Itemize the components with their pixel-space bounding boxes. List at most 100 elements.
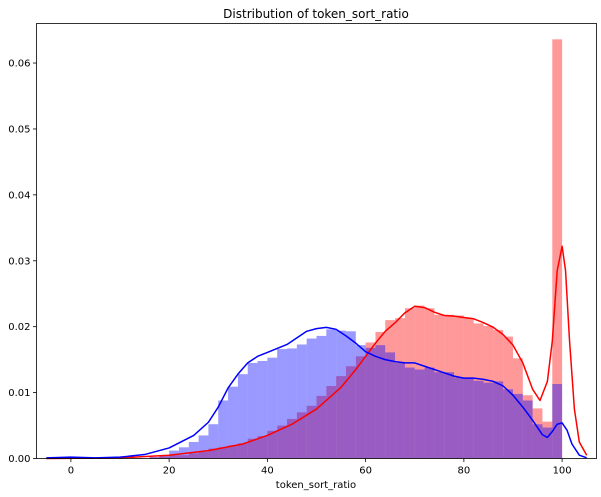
x-tick-label: 0 [68,466,74,477]
histogram-bar-1-22 [287,348,297,459]
histogram-bar-1-47 [532,424,543,459]
histogram-bar-1-27 [336,330,346,459]
histogram-bar-0-13 [198,451,209,459]
histogram-bar-1-28 [345,331,356,459]
histogram-bar-0-31 [375,331,386,459]
histogram-bar-0-15 [218,447,229,459]
x-tick-label: 60 [359,466,372,477]
histogram-bar-1-36 [424,367,435,459]
x-tick-label: 20 [163,466,176,477]
x-tick-label: 100 [553,466,572,477]
histogram-bar-1-9 [159,455,170,459]
kde-line-0 [46,245,588,460]
histogram-bar-0-37 [434,314,445,459]
histogram-bar-0-19 [257,436,268,459]
histogram-bar-0-46 [522,395,533,459]
histogram-bar-1-16 [228,386,238,459]
histogram-bar-0-35 [414,305,425,459]
histogram-bar-0-9 [159,456,170,459]
histogram-bar-0-17 [237,443,248,459]
histogram-bar-1-33 [395,362,405,459]
x-axis-label: token_sort_ratio [276,480,356,491]
histogram-bar-0-14 [208,448,219,459]
histogram-bar-1-17 [237,374,248,459]
histogram-bar-1-14 [208,424,219,459]
histogram-bar-1-15 [218,400,229,459]
y-tick-label: 0.06 [8,59,30,70]
histogram-bar-1-12 [188,442,199,459]
histogram-bar-1-35 [414,369,425,459]
histogram-bar-0-26 [326,386,337,459]
histogram-bar-0-32 [385,320,396,459]
histogram-bar-1-41 [473,380,484,459]
x-axis: 0 20 40 60 80 100 [68,458,572,477]
histogram-bar-0-23 [296,412,307,459]
histogram-bar-1-13 [198,435,209,459]
histogram-bar-0-34 [404,308,415,459]
histogram-bar-0-30 [365,342,376,459]
histogram-bar-1-49 [552,384,563,459]
histogram-bar-1-18 [247,362,258,459]
histogram-bar-0-45 [512,358,523,459]
histogram-bar-0-25 [316,395,327,459]
histogram-bar-0-44 [503,336,513,459]
histogram-bar-0-12 [188,453,199,459]
histogram-bar-0-24 [306,405,317,459]
x-tick-label: 40 [261,466,274,477]
histogram-bar-1-43 [493,381,504,459]
kde-line-1 [46,326,587,459]
histogram-bar-1-8 [149,457,160,459]
histogram-bar-1-24 [306,338,317,459]
y-tick-label: 0.01 [8,388,30,399]
y-tick-label: 0.02 [8,322,30,333]
histogram-bars [149,39,563,459]
y-tick-label: 0.00 [8,454,30,465]
y-tick-label: 0.05 [8,124,30,135]
histogram-bar-1-30 [365,347,376,459]
x-tick-label: 80 [458,466,471,477]
y-axis: 0.00 0.01 0.02 0.03 0.04 0.05 0.06 [8,59,37,465]
histogram-bar-0-20 [267,430,278,459]
histogram-bar-1-46 [522,400,533,459]
histogram-bar-0-10 [169,455,179,459]
histogram-bar-1-26 [326,329,337,459]
histogram-bar-0-27 [336,376,346,459]
histogram-bar-0-39 [454,315,464,459]
histogram-bar-0-29 [355,356,366,459]
histogram-bar-1-31 [375,345,386,459]
histogram-bar-0-28 [345,366,356,459]
histogram-bar-1-39 [454,377,464,459]
histogram-bar-0-16 [228,445,238,459]
histogram-bar-1-20 [267,357,278,459]
histogram-bar-0-38 [444,314,455,459]
histogram-bar-1-42 [483,382,494,459]
histogram-bar-1-45 [512,393,523,459]
histogram-bar-0-42 [483,326,494,459]
histogram-bar-0-41 [473,323,484,459]
histogram-bar-1-25 [316,335,327,459]
histogram-bar-0-22 [287,418,297,459]
histogram-bar-1-29 [355,345,366,459]
histogram-bar-0-11 [178,455,189,459]
histogram-bar-0-47 [532,408,543,459]
histogram-bar-1-34 [404,367,415,459]
histogram-bar-0-21 [277,425,288,459]
histogram-bar-0-49 [552,39,563,459]
histogram-bar-1-48 [542,427,553,459]
histogram-bar-0-43 [493,329,504,459]
histogram-bar-0-40 [463,318,474,459]
chart-title: Distribution of token_sort_ratio [223,7,409,21]
kde-lines [46,245,588,460]
y-tick-label: 0.04 [8,190,30,201]
histogram-bar-1-23 [296,344,307,459]
histogram-bar-0-8 [149,457,160,459]
histogram-bar-1-44 [503,389,513,459]
histogram-bar-1-38 [444,372,455,459]
histogram-bar-1-21 [277,349,288,459]
plot-frame [36,23,597,459]
histogram-bar-1-19 [257,360,268,459]
histogram-bar-0-48 [542,421,553,459]
histogram-bar-1-32 [385,352,396,459]
